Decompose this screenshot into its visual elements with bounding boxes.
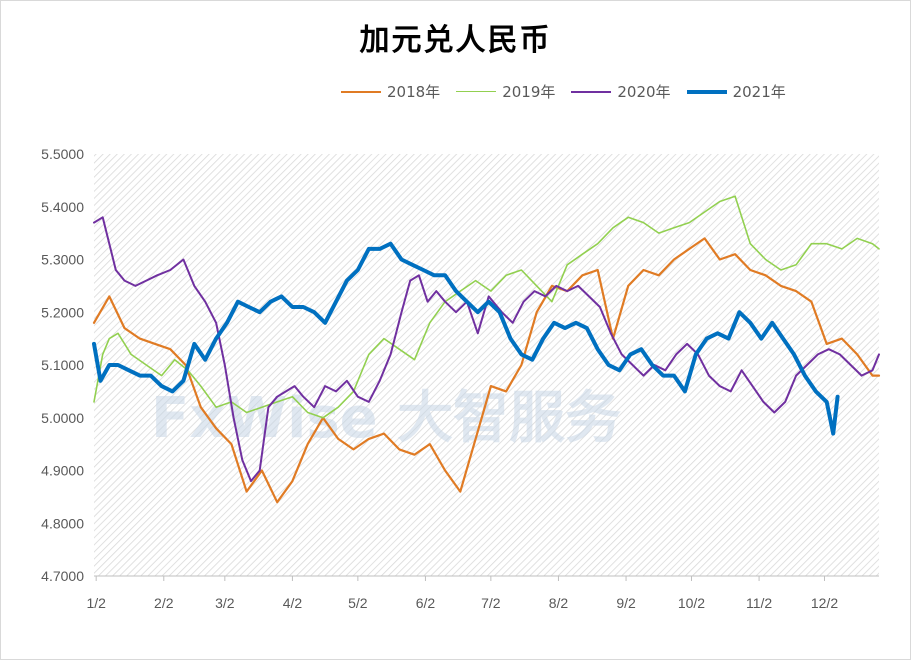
y-tick-label: 4.8000 <box>41 515 84 531</box>
chart-legend: 2018年 2019年 2020年 2021年 <box>341 81 786 102</box>
x-tick-label: 12/2 <box>811 595 838 611</box>
y-tick-label: 5.1000 <box>41 357 84 373</box>
series-line-2019年 <box>93 195 880 419</box>
legend-item: 2018年 <box>341 81 440 102</box>
legend-label: 2019年 <box>502 83 556 101</box>
x-tick-label: 1/2 <box>86 595 106 611</box>
x-tick-label: 10/2 <box>678 595 705 611</box>
y-tick-label: 4.9000 <box>41 463 84 479</box>
y-tick-label: 4.7000 <box>41 568 84 584</box>
series-line-2018年 <box>92 237 881 504</box>
y-tick-label: 5.0000 <box>41 410 84 426</box>
legend-swatch <box>341 90 381 93</box>
x-tick-label: 6/2 <box>416 595 436 611</box>
legend-item: 2019年 <box>456 81 555 102</box>
y-tick-label: 5.3000 <box>41 252 84 268</box>
x-tick-label: 5/2 <box>348 595 368 611</box>
legend-item: 2020年 <box>571 81 671 102</box>
chart-title: 加元兑人民币 <box>359 23 552 58</box>
y-tick-label: 5.5000 <box>41 146 84 162</box>
legend-label: 2020年 <box>617 83 671 101</box>
legend-swatch <box>686 89 727 94</box>
x-tick-label: 4/2 <box>283 595 303 611</box>
legend-swatch <box>456 91 497 92</box>
plot-area <box>94 154 879 576</box>
series-line-2021年 <box>92 241 840 436</box>
x-tick-label: 11/2 <box>746 595 772 611</box>
legend-label: 2021年 <box>732 83 786 101</box>
x-tick-label: 2/2 <box>154 595 174 611</box>
x-tick-label: 7/2 <box>481 595 501 611</box>
y-tick-label: 5.4000 <box>41 199 84 215</box>
legend-item: 2021年 <box>686 81 786 102</box>
y-tick-label: 5.2000 <box>41 304 84 320</box>
watermark-text: FxWise 大智服务 <box>151 386 621 451</box>
legend-label: 2018年 <box>387 83 441 101</box>
x-tick-label: 9/2 <box>616 595 636 611</box>
x-tick-label: 8/2 <box>549 595 569 611</box>
legend-swatch <box>571 90 612 93</box>
x-tick-label: 3/2 <box>215 595 235 611</box>
